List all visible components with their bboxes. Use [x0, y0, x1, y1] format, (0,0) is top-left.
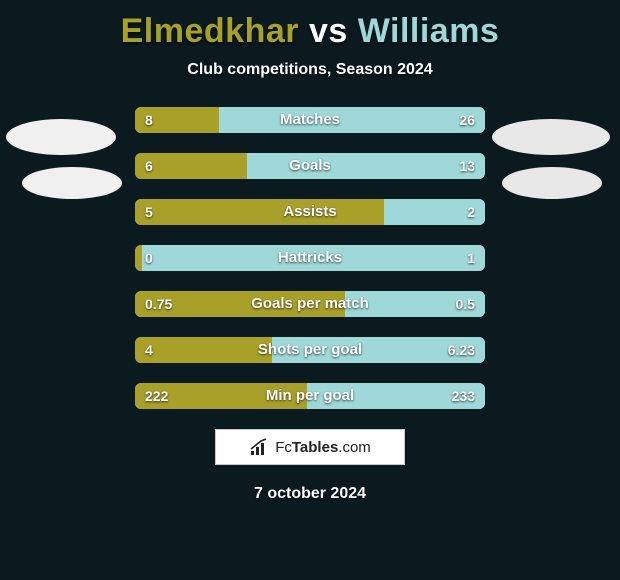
- stat-right-fill: [345, 291, 485, 317]
- vs-label: vs: [309, 12, 348, 50]
- stat-right-fill: [247, 153, 485, 179]
- stat-left-fill: [135, 153, 247, 179]
- stat-right-fill: [219, 107, 485, 133]
- brand-suffix: .com: [338, 439, 371, 456]
- placeholder-ellipse-left-2: [22, 167, 122, 199]
- subtitle: Club competitions, Season 2024: [0, 61, 620, 79]
- fctables-logo-icon: [249, 437, 269, 457]
- brand-text: FcTables.com: [275, 439, 371, 456]
- date-label: 7 october 2024: [0, 485, 620, 503]
- stat-row: 826Matches: [135, 107, 485, 133]
- stat-row: 52Assists: [135, 199, 485, 225]
- placeholder-ellipse-right-2: [502, 167, 602, 199]
- stats-stage: 826Matches 613Goals 52Assists 01Hattricks 0.…: [0, 107, 620, 409]
- brand-footer: FcTables.com: [215, 429, 405, 465]
- stat-row: 01Hattricks: [135, 245, 485, 271]
- stat-left-fill: [135, 337, 272, 363]
- stat-left-fill: [135, 291, 345, 317]
- brand-prefix: Fc: [275, 439, 292, 456]
- stat-right-fill: [272, 337, 486, 363]
- stat-bars: 826Matches 613Goals 52Assists 01Hattricks 0.…: [135, 107, 485, 409]
- stat-right-fill: [307, 383, 486, 409]
- placeholder-ellipse-right-1: [492, 119, 610, 155]
- stat-row: 222233Min per goal: [135, 383, 485, 409]
- stat-row: 46.23Shots per goal: [135, 337, 485, 363]
- placeholder-ellipse-left-1: [6, 119, 116, 155]
- stat-row: 613Goals: [135, 153, 485, 179]
- brand-bold: Tables: [292, 439, 338, 456]
- stat-row: 0.750.5Goals per match: [135, 291, 485, 317]
- stat-left-fill: [135, 199, 384, 225]
- stat-left-fill: [135, 245, 142, 271]
- player2-name: Williams: [358, 12, 500, 50]
- stat-left-fill: [135, 383, 307, 409]
- stat-right-fill: [384, 199, 486, 225]
- stat-left-fill: [135, 107, 219, 133]
- stat-right-fill: [142, 245, 485, 271]
- comparison-title: Elmedkhar vs Williams: [0, 0, 620, 51]
- player1-name: Elmedkhar: [121, 12, 299, 50]
